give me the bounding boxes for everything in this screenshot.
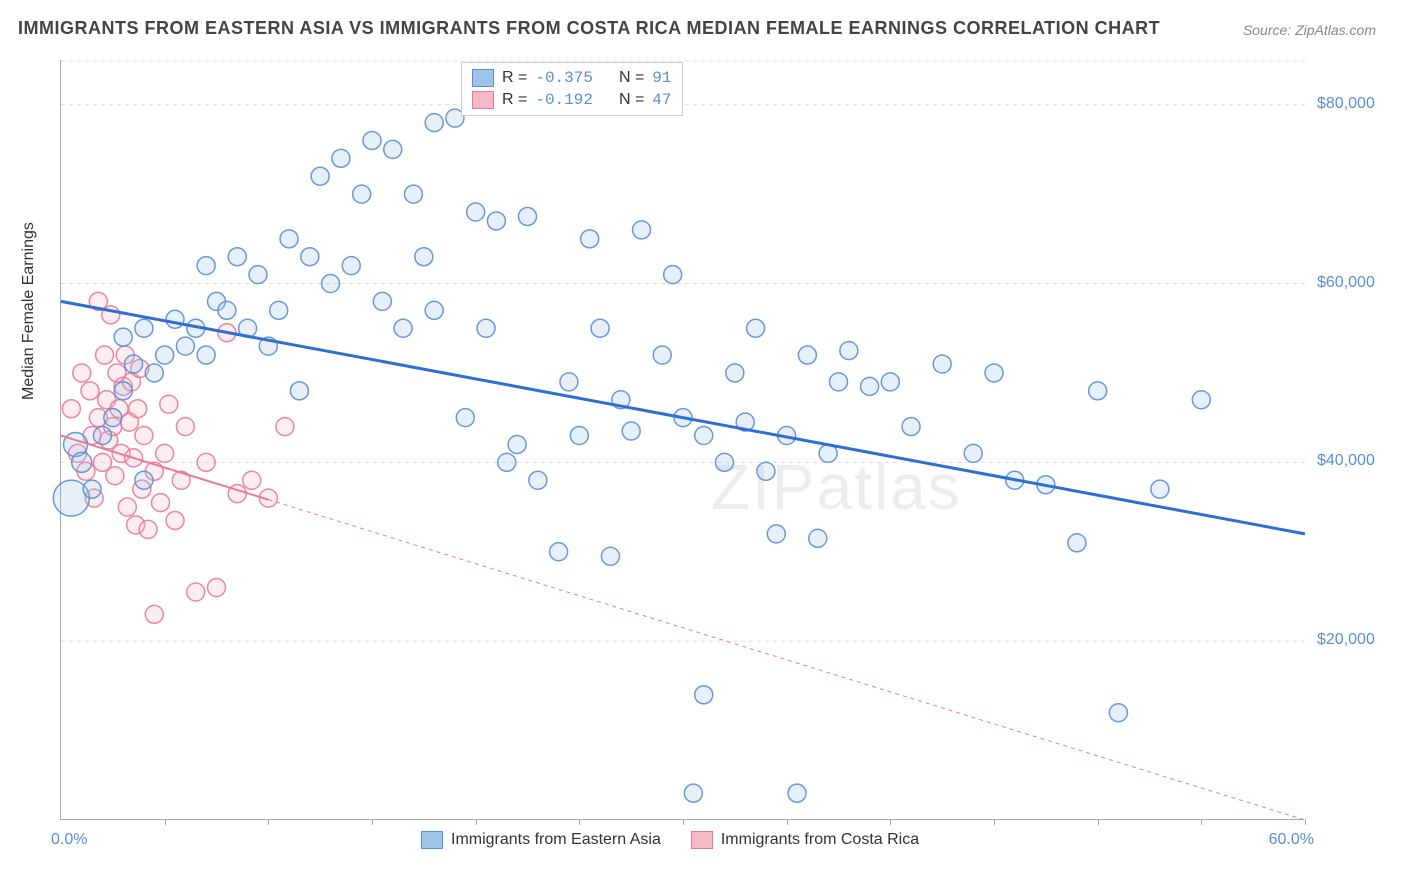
- y-axis-label: Median Female Earnings: [20, 222, 38, 400]
- x-tick: [476, 819, 477, 825]
- y-tick-label: $40,000: [1317, 452, 1375, 470]
- chart-container: IMMIGRANTS FROM EASTERN ASIA VS IMMIGRAN…: [0, 0, 1406, 892]
- n-value: 91: [652, 69, 671, 87]
- plot-svg: [61, 60, 1304, 819]
- x-tick: [994, 819, 995, 825]
- y-tick-label: $80,000: [1317, 95, 1375, 113]
- x-axis-max-label: 60.0%: [1269, 831, 1314, 849]
- n-label: N =: [619, 69, 644, 87]
- legend-label: Immigrants from Eastern Asia: [451, 831, 661, 849]
- r-label: R =: [502, 91, 527, 109]
- legend-row: R = -0.375 N = 91: [472, 67, 672, 89]
- x-tick: [1305, 819, 1306, 825]
- x-tick: [683, 819, 684, 825]
- x-tick: [268, 819, 269, 825]
- legend-swatch-icon: [472, 91, 494, 109]
- legend-item: Immigrants from Eastern Asia: [421, 831, 661, 849]
- legend-label: Immigrants from Costa Rica: [721, 831, 919, 849]
- y-tick-label: $60,000: [1317, 274, 1375, 292]
- legend-swatch-icon: [691, 831, 713, 849]
- r-value: -0.375: [535, 69, 593, 87]
- n-value: 47: [652, 91, 671, 109]
- legend-swatch-icon: [421, 831, 443, 849]
- plot-area: ZIPatlas R = -0.375 N = 91 R = -0.192 N …: [60, 60, 1304, 820]
- legend-swatch-icon: [472, 69, 494, 87]
- n-label: N =: [619, 91, 644, 109]
- source-attribution: Source: ZipAtlas.com: [1243, 22, 1376, 38]
- r-value: -0.192: [535, 91, 593, 109]
- x-tick: [579, 819, 580, 825]
- x-tick: [1098, 819, 1099, 825]
- legend-item: Immigrants from Costa Rica: [691, 831, 919, 849]
- legend-row: R = -0.192 N = 47: [472, 89, 672, 111]
- x-axis-min-label: 0.0%: [51, 831, 87, 849]
- x-tick: [1201, 819, 1202, 825]
- x-tick: [165, 819, 166, 825]
- y-tick-label: $20,000: [1317, 631, 1375, 649]
- x-tick: [372, 819, 373, 825]
- x-tick: [890, 819, 891, 825]
- r-label: R =: [502, 69, 527, 87]
- x-tick: [787, 819, 788, 825]
- legend-correlation: R = -0.375 N = 91 R = -0.192 N = 47: [461, 62, 683, 116]
- chart-title: IMMIGRANTS FROM EASTERN ASIA VS IMMIGRAN…: [18, 18, 1160, 39]
- legend-series: Immigrants from Eastern Asia Immigrants …: [421, 831, 919, 849]
